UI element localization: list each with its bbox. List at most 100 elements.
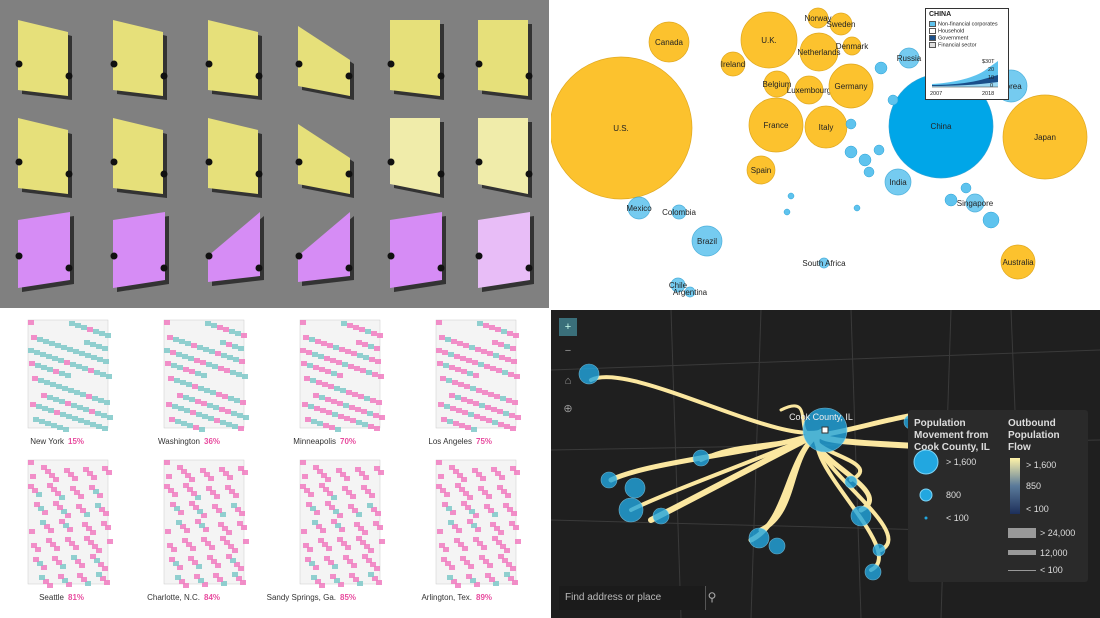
country-bubble: Luxembourg — [787, 75, 831, 105]
color-label: < 100 — [1026, 504, 1049, 514]
shape-tile — [15, 118, 73, 198]
svg-text:Ireland: Ireland — [721, 60, 745, 69]
shape-tile — [295, 26, 354, 100]
city-map — [27, 319, 113, 432]
shape-tile — [15, 212, 74, 292]
country-bubble: Mexico — [626, 196, 652, 220]
svg-text:Korea: Korea — [1000, 82, 1022, 91]
minor-bubble — [960, 182, 972, 194]
svg-text:U.K.: U.K. — [761, 36, 777, 45]
flow-map: Cook County, IL — [551, 310, 1100, 618]
country-bubble: South Africa — [802, 257, 846, 269]
city-map — [435, 459, 521, 588]
svg-text:South Africa: South Africa — [802, 259, 846, 268]
svg-text:India: India — [889, 178, 907, 187]
search-input[interactable]: Find address or place — [559, 586, 706, 610]
inset-legend-item: Household — [929, 28, 964, 34]
minor-bubble — [853, 204, 861, 212]
country-bubble: France — [748, 97, 804, 153]
svg-text:Japan: Japan — [1034, 133, 1056, 142]
zoom-out-button[interactable]: − — [564, 345, 572, 357]
legend-graphics — [913, 449, 1036, 571]
svg-text:Germany: Germany — [835, 82, 868, 91]
flow-legend: Population Movement from Cook County, IL… — [908, 410, 1088, 582]
inset-legend-item: Financial sector — [929, 42, 977, 48]
size-label: 800 — [946, 490, 962, 500]
size-label: > 1,600 — [946, 457, 977, 467]
city-maps: New York 15% Washington 36% Minneapolis 70% Lo… — [27, 319, 521, 602]
china-inset-chart: CHINA Non-financial corporates Household… — [925, 8, 1009, 100]
country-bubble: Russia — [897, 47, 922, 69]
svg-text:Russia: Russia — [897, 54, 922, 63]
shape-tile — [475, 118, 533, 198]
shape-tile — [387, 118, 445, 198]
search-icon[interactable]: ⚲ — [707, 590, 717, 604]
city-map — [435, 319, 521, 432]
city-name: Seattle — [39, 593, 64, 602]
minor-bubble — [845, 118, 857, 130]
city-percent: 75% — [476, 437, 492, 446]
locate-icon[interactable]: ⊕ — [563, 403, 573, 415]
color-label: > 1,600 — [1026, 460, 1057, 470]
country-bubble: Sweden — [827, 12, 855, 36]
shape-tile — [295, 124, 354, 198]
country-bubble: Australia — [1000, 244, 1036, 280]
city-percent: 89% — [476, 593, 492, 602]
inset-y-tick: 10 — [988, 75, 995, 81]
minor-bubble — [887, 94, 899, 106]
country-bubble: Denmark — [836, 36, 869, 56]
minor-bubble — [844, 145, 858, 159]
country-bubble: Japan — [1002, 94, 1088, 180]
shape-tile — [387, 20, 445, 100]
shape-tile — [205, 20, 263, 100]
city-map — [299, 459, 385, 588]
shape-tile — [110, 20, 168, 100]
svg-text:Spain: Spain — [751, 166, 771, 175]
country-bubble: Germany — [828, 63, 874, 109]
minor-bubble — [858, 153, 872, 167]
svg-text:Colombia: Colombia — [662, 208, 696, 217]
width-label: 12,000 — [1040, 548, 1068, 558]
shape-tile — [475, 212, 534, 292]
country-bubble: Canada — [648, 21, 690, 63]
country-bubble: Singapore — [957, 193, 994, 213]
city-percent: 15% — [68, 437, 84, 446]
svg-text:Norway: Norway — [804, 14, 831, 23]
svg-text:Luxembourg: Luxembourg — [787, 86, 831, 95]
country-bubble: U.K. — [740, 11, 798, 69]
svg-text:Argentina: Argentina — [673, 288, 708, 297]
bubble-map-panel: Canada U.K. Norway Sweden Ireland Netherlands… — [551, 0, 1100, 308]
inset-x-tick: 2007 — [930, 91, 943, 97]
country-bubble: Ireland — [720, 51, 746, 77]
country-bubble: Italy — [804, 105, 848, 149]
shape-tile — [205, 212, 264, 286]
country-bubble: India — [884, 168, 912, 196]
country-bubble: Brazil — [691, 225, 723, 257]
country-bubble: Colombia — [662, 204, 696, 220]
minor-bubble — [873, 144, 885, 156]
color-label: 850 — [1026, 481, 1042, 491]
country-bubble: U.S. — [551, 56, 693, 200]
city-name: Sandy Springs, Ga. — [267, 593, 336, 602]
city-map — [27, 459, 113, 588]
svg-text:U.S.: U.S. — [613, 124, 629, 133]
city-map — [299, 319, 385, 432]
inset-x-tick: 2018 — [982, 91, 995, 97]
home-icon[interactable]: ⌂ — [564, 375, 572, 387]
inset-y-tick: 20 — [988, 67, 995, 73]
minor-bubble — [863, 166, 875, 178]
inset-legend-item: Government — [929, 35, 968, 41]
city-percent: 36% — [204, 437, 220, 446]
shape-grid-panel — [0, 0, 549, 308]
zoom-in-button[interactable]: + — [559, 318, 577, 336]
city-name: Arlington, Tex. — [421, 593, 472, 602]
svg-text:Denmark: Denmark — [836, 42, 869, 51]
city-percent: 70% — [340, 437, 356, 446]
city-map — [163, 319, 249, 432]
svg-text:Mexico: Mexico — [626, 204, 652, 213]
svg-text:Canada: Canada — [655, 38, 684, 47]
inset-title: CHINA — [929, 11, 952, 18]
inset-legend-item: Non-financial corporates — [929, 21, 998, 27]
width-label: < 100 — [1040, 565, 1063, 575]
